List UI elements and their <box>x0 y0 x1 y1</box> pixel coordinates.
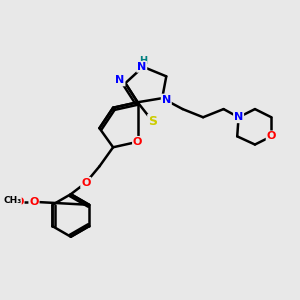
Text: N: N <box>137 62 146 72</box>
Text: O: O <box>133 137 142 147</box>
Text: S: S <box>148 115 157 128</box>
Text: O: O <box>81 178 91 188</box>
Text: N: N <box>162 94 171 104</box>
Text: H: H <box>139 56 147 66</box>
Text: N: N <box>234 112 243 122</box>
Text: O: O <box>29 197 39 207</box>
Text: O: O <box>267 131 276 141</box>
Text: CH₃: CH₃ <box>3 196 21 205</box>
Text: N: N <box>115 75 124 85</box>
Text: O: O <box>14 197 24 207</box>
